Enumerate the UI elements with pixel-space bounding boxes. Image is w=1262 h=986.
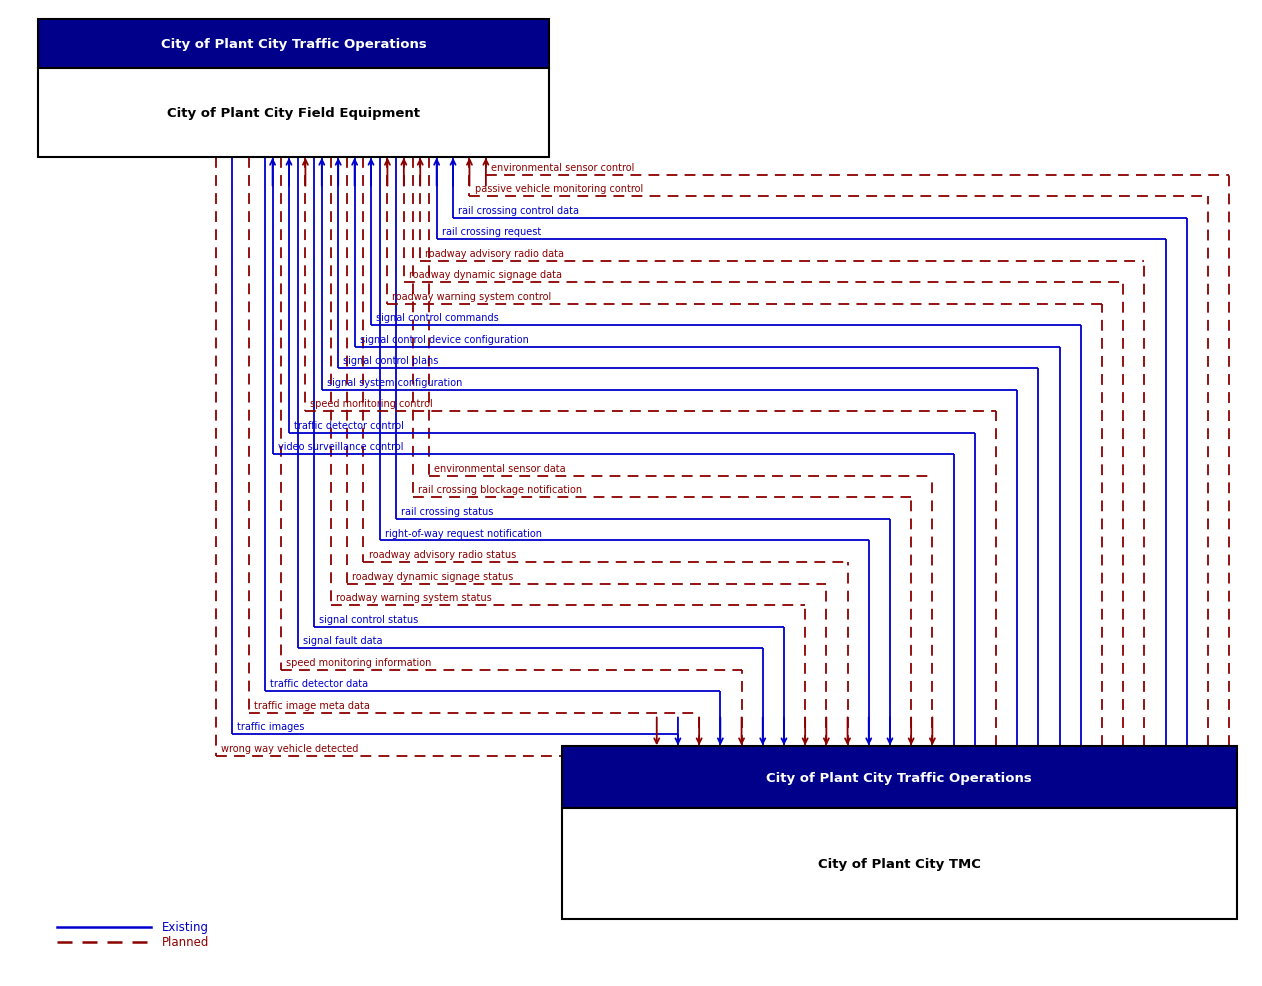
Text: City of Plant City Traffic Operations: City of Plant City Traffic Operations	[766, 771, 1032, 784]
Text: City of Plant City Traffic Operations: City of Plant City Traffic Operations	[160, 38, 427, 51]
Text: traffic detector data: traffic detector data	[270, 678, 369, 688]
Text: signal system configuration: signal system configuration	[327, 378, 462, 387]
Text: environmental sensor control: environmental sensor control	[491, 163, 635, 173]
Text: signal control commands: signal control commands	[376, 313, 498, 323]
Text: roadway advisory radio status: roadway advisory radio status	[369, 549, 516, 559]
Text: signal control plans: signal control plans	[343, 356, 439, 366]
Text: right-of-way request notification: right-of-way request notification	[385, 528, 541, 538]
Text: City of Plant City Field Equipment: City of Plant City Field Equipment	[167, 107, 420, 120]
Text: rail crossing status: rail crossing status	[401, 507, 493, 517]
Text: roadway advisory radio data: roadway advisory radio data	[425, 248, 564, 258]
Text: Planned: Planned	[162, 935, 209, 949]
Text: traffic image meta data: traffic image meta data	[254, 700, 370, 710]
Text: rail crossing blockage notification: rail crossing blockage notification	[418, 485, 582, 495]
Text: roadway dynamic signage status: roadway dynamic signage status	[352, 571, 514, 581]
Text: environmental sensor data: environmental sensor data	[434, 463, 565, 473]
Text: Existing: Existing	[162, 920, 208, 934]
Text: signal fault data: signal fault data	[303, 635, 382, 646]
Text: rail crossing request: rail crossing request	[442, 227, 541, 237]
Text: signal control device configuration: signal control device configuration	[360, 334, 529, 344]
Bar	[38, 20, 549, 69]
Text: speed monitoring control: speed monitoring control	[310, 399, 433, 409]
Text: traffic detector control: traffic detector control	[294, 420, 404, 431]
Text: wrong way vehicle detected: wrong way vehicle detected	[221, 742, 358, 753]
Text: traffic images: traffic images	[237, 722, 304, 732]
Text: signal control status: signal control status	[319, 614, 419, 624]
Text: roadway dynamic signage data: roadway dynamic signage data	[409, 270, 562, 280]
Text: video surveillance control: video surveillance control	[278, 442, 403, 452]
Bar	[38, 69, 549, 158]
Bar	[562, 746, 1237, 809]
Text: roadway warning system control: roadway warning system control	[392, 292, 551, 302]
Bar	[562, 809, 1237, 919]
Text: rail crossing control data: rail crossing control data	[458, 205, 579, 216]
Text: City of Plant City TMC: City of Plant City TMC	[818, 857, 981, 871]
Text: passive vehicle monitoring control: passive vehicle monitoring control	[475, 184, 642, 194]
Text: roadway warning system status: roadway warning system status	[336, 593, 491, 602]
Text: speed monitoring information: speed monitoring information	[286, 657, 432, 667]
